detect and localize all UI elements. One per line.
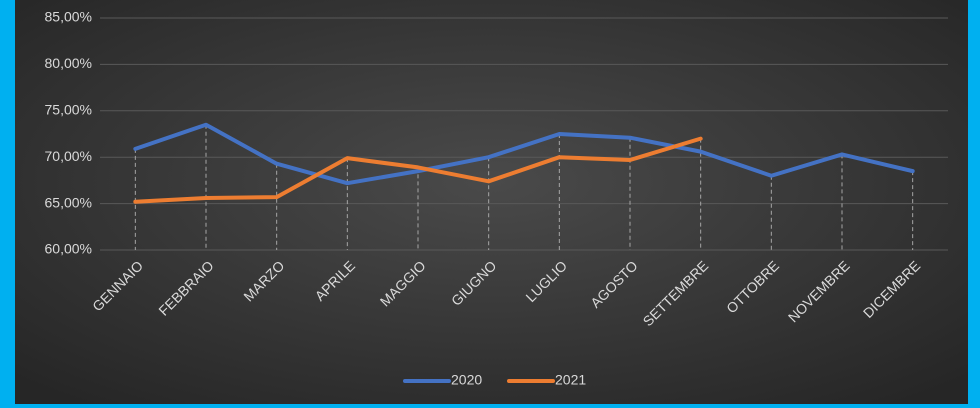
legend-label: 2021	[555, 372, 586, 388]
y-tick-label: 60,00%	[45, 241, 92, 257]
y-tick-label: 75,00%	[45, 102, 92, 118]
y-tick-label: 70,00%	[45, 148, 92, 164]
series-line	[133, 136, 703, 204]
y-tick-label: 85,00%	[45, 9, 92, 25]
y-tick-label: 65,00%	[45, 194, 92, 210]
chart-background	[15, 0, 968, 404]
y-tick-label: 80,00%	[45, 55, 92, 71]
series-line	[133, 122, 915, 186]
legend-label: 2020	[451, 372, 482, 388]
